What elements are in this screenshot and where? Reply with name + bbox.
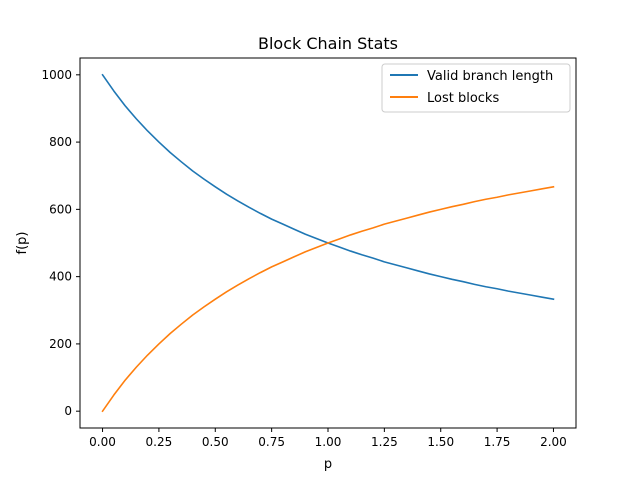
- y-tick-label: 0: [64, 404, 72, 418]
- y-tick-label: 800: [49, 135, 72, 149]
- legend-box: [381, 63, 571, 113]
- series-layer: [101, 73, 555, 413]
- x-axis-label: p: [324, 457, 332, 472]
- x-tick-label: 1.00: [315, 435, 342, 449]
- x-tick-label: 0.75: [258, 435, 285, 449]
- x-tick-label: 1.25: [371, 435, 398, 449]
- legend: Valid branch length Lost blocks: [381, 63, 571, 113]
- x-tick-label: 0.00: [89, 435, 116, 449]
- x-tick-label: 1.50: [427, 435, 454, 449]
- x-tick-label: 0.25: [146, 435, 173, 449]
- x-tick-label: 1.75: [484, 435, 511, 449]
- x-tick-label: 2.00: [540, 435, 567, 449]
- legend-label-lost-blocks: Lost blocks: [427, 91, 499, 106]
- y-axis: 0 200 400 600 800 1000: [41, 68, 80, 418]
- y-axis-label: f(p): [15, 232, 30, 255]
- y-tick-label: 200: [49, 337, 72, 351]
- x-tick-label: 0.50: [202, 435, 229, 449]
- y-tick-label: 600: [49, 202, 72, 216]
- chart-title: Block Chain Stats: [258, 34, 398, 53]
- y-tick-label: 400: [49, 270, 72, 284]
- y-tick-label: 1000: [41, 68, 72, 82]
- lost-blocks-line: [101, 185, 555, 413]
- legend-label-valid-branch-length: Valid branch length: [427, 69, 553, 84]
- plot-area: [79, 57, 577, 429]
- x-axis: 0.00 0.25 0.50 0.75 1.00 1.25 1.50 1.75 2.00: [89, 428, 567, 449]
